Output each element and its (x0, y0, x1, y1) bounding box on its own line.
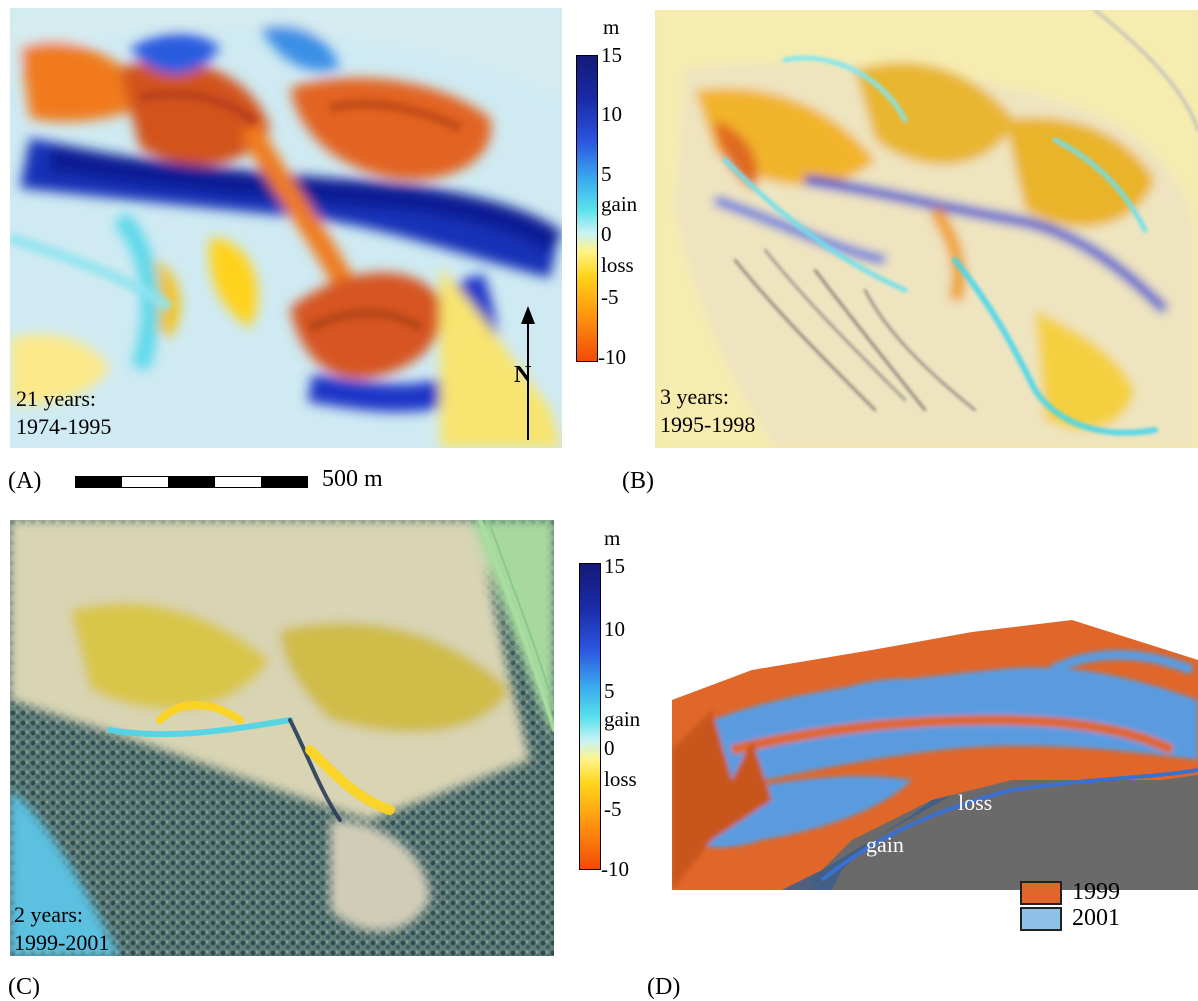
panel-b-elevation-change-map: 3 years: 1995-1998 (655, 10, 1198, 448)
colorbar-2-tick-10: 10 (604, 617, 625, 641)
legend-label-1999: 1999 (1072, 879, 1120, 905)
scale-bar-label: 500 m (322, 466, 383, 492)
panel-b-caption-line1: 3 years: (660, 384, 730, 409)
colorbar-1-tick-5: 5 (601, 162, 612, 186)
colorbar-2-tick-5: 5 (604, 679, 615, 703)
legend-swatch-2001 (1020, 907, 1062, 931)
panel-b-letter: (B) (622, 468, 654, 494)
panel-a-caption-line1: 21 years: (16, 386, 97, 411)
colorbar-1-tick-neg10: -10 (598, 345, 626, 369)
panel-d-surface-image (672, 620, 1198, 890)
scale-bar (75, 476, 308, 488)
colorbar-2-unit: m (604, 526, 621, 550)
surface-2001-edge (820, 768, 1198, 882)
panel-d-3d-surface-comparison: loss gain (672, 610, 1198, 890)
panel-b-caption-line2: 1995-1998 (660, 412, 756, 437)
colorbar-2-tick-neg10: -10 (601, 857, 629, 881)
panel-c-caption-line2: 1999-2001 (14, 930, 110, 955)
colorbar-1-tick-loss: loss (601, 253, 634, 277)
panel-c-map-image (10, 520, 554, 956)
colorbar-2 (579, 563, 601, 870)
colorbar-1-gradient (577, 56, 597, 361)
panel-c-elevation-change-map: 2 years: 1999-2001 (10, 520, 554, 956)
north-arrow-icon (521, 306, 535, 440)
legend-label-2001: 2001 (1072, 905, 1120, 931)
surface-label-loss: loss (958, 790, 993, 815)
colorbar-1-tick-gain: gain (601, 192, 638, 216)
north-arrow-label: N (514, 362, 532, 388)
colorbar-1-tick-neg5: -5 (601, 285, 619, 309)
cut-face (812, 775, 1198, 890)
panel-a-map-image (10, 8, 562, 448)
colorbar-1-tick-0: 0 (601, 222, 612, 246)
colorbar-1-tick-15: 15 (601, 43, 622, 67)
panel-b-map-image (655, 10, 1198, 448)
panel-c-letter: (C) (8, 974, 40, 1000)
colorbar-2-tick-neg5: -5 (604, 797, 622, 821)
colorbar-1-tick-10: 10 (601, 102, 622, 126)
panel-c-caption-line1: 2 years: (14, 902, 84, 927)
panel-a-caption-line2: 1974-1995 (16, 414, 112, 439)
colorbar-1-unit: m (603, 15, 620, 39)
north-arrow: N (514, 306, 539, 442)
legend-swatch-1999 (1020, 881, 1062, 905)
surface-label-gain: gain (866, 832, 904, 857)
colorbar-2-tick-15: 15 (604, 554, 625, 578)
colorbar-2-tick-gain: gain (604, 707, 641, 731)
panel-a-elevation-change-map: 21 years: 1974-1995 N (10, 8, 562, 448)
colorbar-2-tick-loss: loss (604, 767, 637, 791)
colorbar-1 (576, 55, 598, 362)
panel-d-letter: (D) (647, 974, 681, 1000)
colorbar-2-tick-0: 0 (604, 736, 615, 760)
panel-a-letter: (A) (8, 468, 42, 494)
colorbar-2-gradient (580, 564, 600, 869)
